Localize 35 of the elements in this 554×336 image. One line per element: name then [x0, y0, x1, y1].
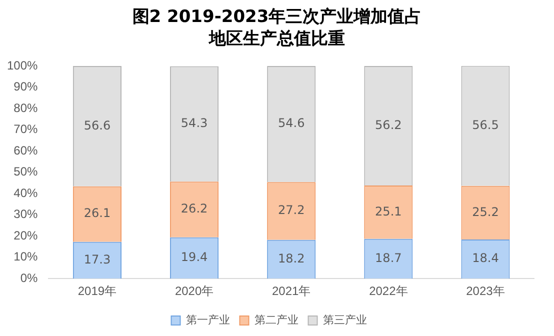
- y-tick-label: 50%: [14, 164, 38, 179]
- legend-label: 第一产业: [186, 314, 230, 327]
- data-label: 56.2: [375, 118, 402, 132]
- y-tick-label: 30%: [14, 207, 38, 222]
- data-label: 18.4: [472, 251, 499, 266]
- y-tick-label: 100%: [6, 58, 38, 72]
- data-label: 17.3: [84, 252, 111, 266]
- data-label: 27.2: [278, 203, 305, 218]
- y-tick-label: 40%: [14, 186, 38, 200]
- y-tick-label: 0%: [20, 270, 38, 285]
- chart-title: 图2 2019-2023年三次产业增加值占地区生产总值比重: [131, 6, 423, 50]
- data-label: 56.5: [472, 118, 499, 132]
- x-tick-label: 2019年: [78, 284, 117, 298]
- data-label: 18.7: [375, 250, 402, 265]
- legend-label: 第三产业: [322, 314, 367, 327]
- x-tick-label: 2023年: [466, 284, 505, 298]
- y-tick-label: 80%: [14, 100, 38, 115]
- data-label: 25.2: [472, 204, 499, 219]
- y-tick-label: 20%: [14, 228, 38, 242]
- y-tick-label: 70%: [14, 122, 38, 136]
- y-tick-label: 90%: [14, 80, 38, 94]
- x-tick-label: 2020年: [174, 284, 214, 298]
- data-label: 18.2: [278, 251, 305, 266]
- data-label: 26.2: [180, 202, 208, 216]
- x-tick-label: 2021年: [272, 284, 311, 298]
- y-tick-label: 10%: [14, 250, 38, 264]
- data-label: 26.1: [84, 206, 111, 220]
- data-label: 25.1: [375, 204, 402, 218]
- data-label: 19.4: [180, 250, 208, 264]
- data-label: 54.6: [278, 116, 305, 130]
- x-tick-label: 2022年: [369, 284, 408, 298]
- legend-label: 第二产业: [254, 314, 298, 327]
- data-label: 56.6: [84, 118, 111, 132]
- data-label: 54.3: [180, 116, 208, 130]
- y-tick-label: 60%: [14, 143, 38, 158]
